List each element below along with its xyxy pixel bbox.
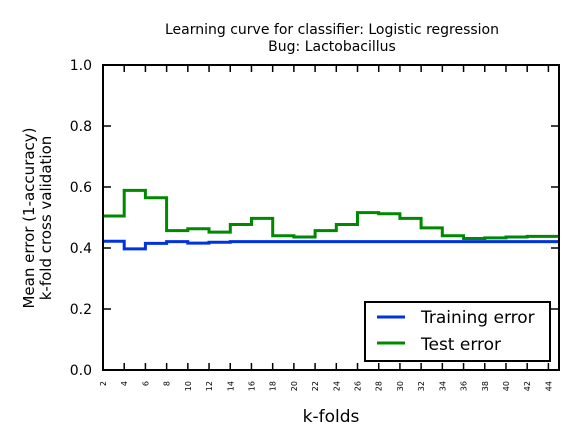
legend-label-training-error: Training error — [420, 308, 535, 328]
y-axis-label-line-2: k-fold cross validation — [37, 136, 55, 301]
legend: Training error Test error — [364, 301, 551, 362]
x-tick-label: 30 — [396, 381, 405, 391]
x-tick-label: 10 — [184, 381, 193, 391]
series-line-test-error — [103, 188, 559, 240]
chart-subtitle: Bug: Lactobacillus — [268, 39, 396, 55]
y-tick-label: 0.0 — [70, 363, 92, 379]
x-tick-label: 32 — [417, 381, 426, 391]
x-tick-label: 20 — [290, 381, 299, 391]
x-tick-label: 2 — [99, 381, 108, 386]
x-tick-label: 26 — [354, 381, 363, 391]
y-tick-label: 0.4 — [70, 241, 92, 257]
plot-frame — [102, 64, 560, 371]
x-tick-label: 44 — [544, 381, 553, 391]
y-tick-label: 0.2 — [70, 302, 92, 318]
legend-label-test-error: Test error — [420, 335, 501, 355]
x-tick-label: 14 — [226, 381, 235, 391]
x-tick-label: 22 — [311, 381, 320, 391]
x-tick-label: 38 — [481, 381, 490, 391]
x-tick-label: 40 — [502, 381, 511, 391]
x-tick-label: 18 — [269, 381, 278, 391]
x-tick-label: 16 — [247, 381, 256, 391]
y-tick-label: 1.0 — [70, 58, 92, 74]
x-tick-label: 6 — [141, 381, 150, 386]
x-tick-label: 12 — [205, 381, 214, 391]
x-tick-label: 28 — [375, 381, 384, 391]
y-tick-label: 0.6 — [70, 180, 92, 196]
y-axis-label: Mean error (1-accuracy) k-fold cross val… — [20, 127, 55, 308]
x-tick-label: 42 — [523, 381, 532, 391]
x-tick-label: 24 — [332, 381, 341, 391]
y-axis-label-line-1: Mean error (1-accuracy) — [20, 127, 38, 308]
x-tick-label: 8 — [163, 381, 172, 386]
chart-title: Learning curve for classifier: Logistic … — [165, 22, 499, 38]
y-tick-label: 0.8 — [70, 119, 92, 135]
series-line-training-error — [103, 239, 559, 251]
x-tick-label: 34 — [438, 381, 447, 391]
x-tick-label: 36 — [460, 381, 469, 391]
x-axis-label: k-folds — [303, 407, 360, 427]
legend-box — [364, 301, 551, 362]
x-tick-label: 4 — [120, 381, 129, 386]
